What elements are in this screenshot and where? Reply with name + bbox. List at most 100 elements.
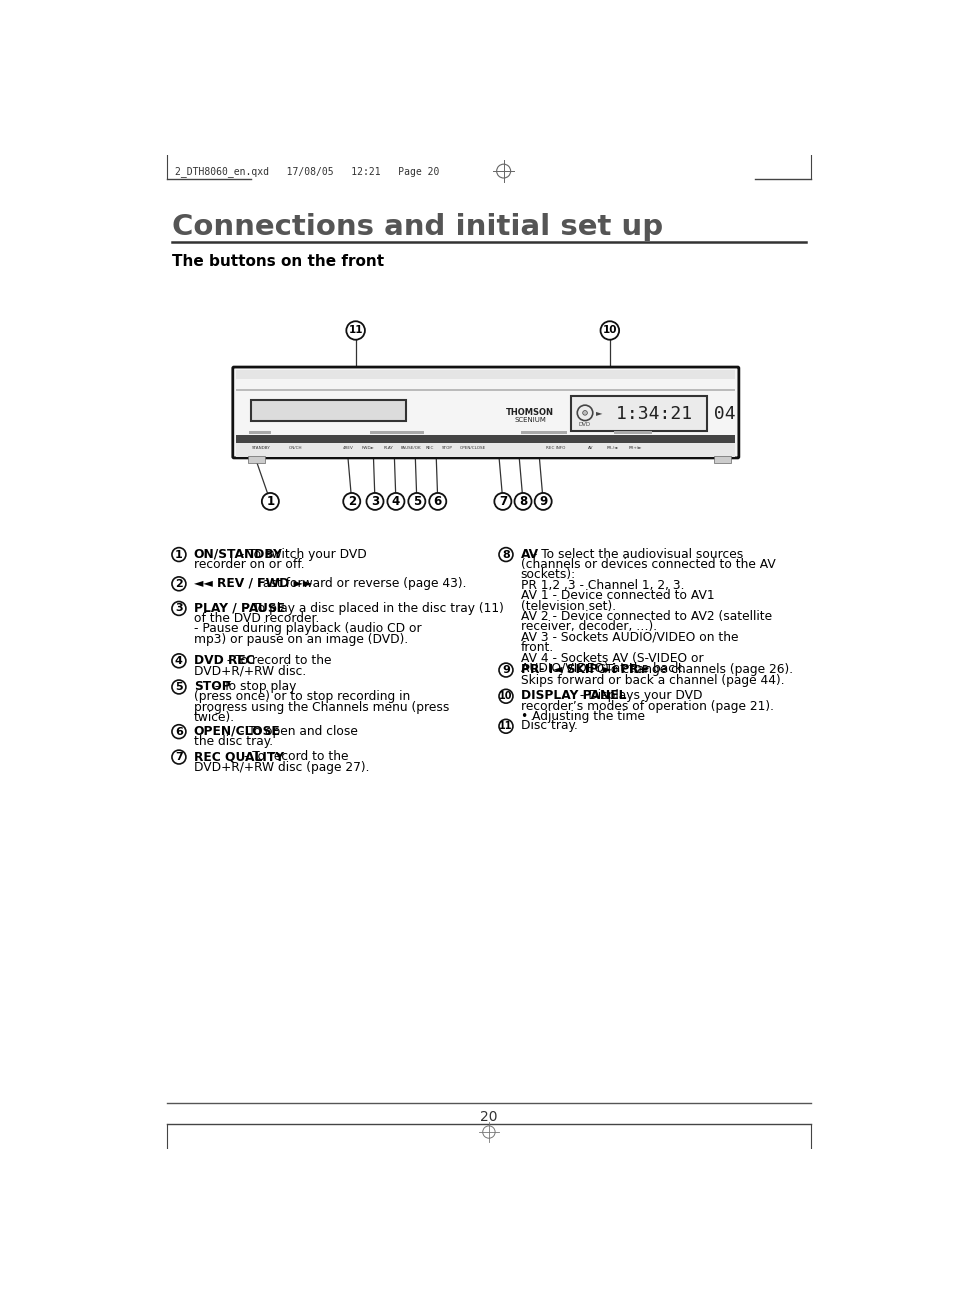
Text: PAUSE/OK: PAUSE/OK: [400, 447, 420, 451]
Circle shape: [172, 653, 186, 667]
Text: AUDIO/VIDEO) at the back.: AUDIO/VIDEO) at the back.: [520, 662, 685, 675]
Circle shape: [172, 602, 186, 616]
Text: STOP: STOP: [441, 447, 452, 451]
Circle shape: [343, 493, 360, 510]
Bar: [251, 400, 406, 421]
Circle shape: [172, 577, 186, 591]
Circle shape: [534, 493, 551, 510]
Text: PR 1,2 ,3 - Channel 1, 2, 3.: PR 1,2 ,3 - Channel 1, 2, 3.: [520, 578, 683, 591]
Text: sockets):: sockets):: [520, 568, 576, 581]
Text: AV: AV: [587, 447, 593, 451]
Text: 6: 6: [174, 727, 183, 737]
Circle shape: [387, 493, 404, 510]
Bar: [369, 431, 423, 435]
Text: (television set).: (television set).: [520, 599, 616, 613]
Text: AV 2 - Device connected to AV2 (satellite: AV 2 - Device connected to AV2 (satellit…: [520, 609, 771, 624]
Text: Connections and initial set up: Connections and initial set up: [172, 213, 662, 241]
Text: DVD+R/+RW disc (page 27).: DVD+R/+RW disc (page 27).: [193, 760, 369, 773]
Text: 5: 5: [413, 494, 420, 507]
Circle shape: [172, 724, 186, 738]
Text: ◄◄ REV / FWD ►►: ◄◄ REV / FWD ►►: [193, 577, 312, 590]
Text: • Adjusting the time: • Adjusting the time: [520, 710, 644, 723]
Bar: [520, 431, 567, 435]
Text: 20: 20: [479, 1110, 497, 1123]
Text: Skips forward or back a channel (page 44).: Skips forward or back a channel (page 44…: [520, 674, 783, 687]
Text: recorder on or off.: recorder on or off.: [193, 558, 304, 571]
Circle shape: [366, 493, 383, 510]
Text: - Pause during playback (audio CD or: - Pause during playback (audio CD or: [193, 622, 421, 635]
Text: 7: 7: [174, 753, 183, 762]
Text: The buttons on the front: The buttons on the front: [172, 254, 384, 270]
Text: - To select the audiovisual sources: - To select the audiovisual sources: [529, 547, 742, 560]
Text: 10: 10: [602, 325, 617, 336]
Circle shape: [498, 719, 513, 733]
Text: REC INFO: REC INFO: [545, 447, 565, 451]
Text: 5: 5: [175, 682, 183, 692]
Text: - To switch your DVD: - To switch your DVD: [235, 547, 366, 560]
Text: receiver, decoder, …).: receiver, decoder, …).: [520, 621, 656, 634]
Text: 4: 4: [392, 494, 399, 507]
Text: twice).: twice).: [193, 711, 234, 724]
Text: DVD+R/+RW disc.: DVD+R/+RW disc.: [193, 665, 306, 678]
Text: 7: 7: [498, 494, 506, 507]
Text: AV 1 - Device connected to AV1: AV 1 - Device connected to AV1: [520, 589, 714, 602]
Text: of the DVD recorder.: of the DVD recorder.: [193, 612, 318, 625]
Circle shape: [429, 493, 446, 510]
Text: CTo change channels (page 26).: CTo change channels (page 26).: [597, 664, 792, 676]
Text: recorder’s modes of operation (page 21).: recorder’s modes of operation (page 21).: [520, 700, 773, 713]
Text: ON/STANDBY: ON/STANDBY: [193, 547, 282, 560]
Text: Disc tray.: Disc tray.: [520, 719, 577, 732]
Circle shape: [498, 547, 513, 562]
Text: AV: AV: [520, 547, 538, 560]
Circle shape: [172, 750, 186, 764]
Text: 11: 11: [348, 325, 362, 336]
FancyBboxPatch shape: [233, 367, 738, 458]
Bar: [236, 389, 735, 391]
Text: REC QUALITY: REC QUALITY: [193, 750, 283, 763]
Text: SCENIUM: SCENIUM: [514, 417, 545, 423]
Circle shape: [346, 321, 365, 340]
Text: PLAY: PLAY: [384, 447, 394, 451]
Bar: [236, 435, 735, 443]
Text: 11: 11: [498, 722, 512, 731]
Text: 8: 8: [501, 550, 509, 559]
Text: REC: REC: [425, 447, 434, 451]
Text: Fast forward or reverse (page 43).: Fast forward or reverse (page 43).: [256, 577, 466, 590]
Text: 8: 8: [518, 494, 527, 507]
Text: 10: 10: [498, 691, 512, 701]
Text: progress using the Channels menu (press: progress using the Channels menu (press: [193, 701, 449, 714]
Bar: [236, 443, 735, 457]
Text: 1:34:21  04: 1:34:21 04: [616, 405, 735, 423]
Circle shape: [498, 664, 513, 676]
Text: 4REV: 4REV: [343, 447, 354, 451]
Text: (press once) or to stop recording in: (press once) or to stop recording in: [193, 691, 410, 704]
Text: 1: 1: [174, 550, 183, 559]
Text: 6: 6: [434, 494, 441, 507]
Text: PR- I◄ SKIP ►i PR+: PR- I◄ SKIP ►i PR+: [520, 664, 648, 676]
Text: - Displays your DVD: - Displays your DVD: [575, 689, 701, 702]
Circle shape: [408, 493, 425, 510]
Text: ►: ►: [596, 408, 601, 417]
Text: PR-/◄: PR-/◄: [606, 447, 618, 451]
Text: OPEN/CLOSE: OPEN/CLOSE: [459, 447, 485, 451]
Bar: [613, 431, 652, 435]
Text: 4: 4: [174, 656, 183, 666]
Text: OPEN/CLOSE: OPEN/CLOSE: [193, 724, 280, 737]
Text: - To open and close: - To open and close: [235, 724, 357, 737]
Text: AV 3 - Sockets AUDIO/VIDEO on the: AV 3 - Sockets AUDIO/VIDEO on the: [520, 631, 738, 644]
Text: DISPLAY PANEL: DISPLAY PANEL: [520, 689, 625, 702]
Text: DVD: DVD: [578, 422, 591, 427]
Circle shape: [514, 493, 531, 510]
Circle shape: [172, 680, 186, 695]
Text: front.: front.: [520, 642, 554, 655]
Circle shape: [494, 493, 511, 510]
Text: ON/CH: ON/CH: [289, 447, 302, 451]
Circle shape: [172, 547, 186, 562]
Text: 3: 3: [371, 494, 378, 507]
Text: - To stop play: - To stop play: [211, 680, 295, 693]
Bar: [571, 396, 706, 431]
Text: 1: 1: [266, 494, 274, 507]
Text: 2: 2: [174, 578, 183, 589]
Bar: [236, 369, 735, 380]
Text: the disc tray.: the disc tray.: [193, 735, 273, 747]
